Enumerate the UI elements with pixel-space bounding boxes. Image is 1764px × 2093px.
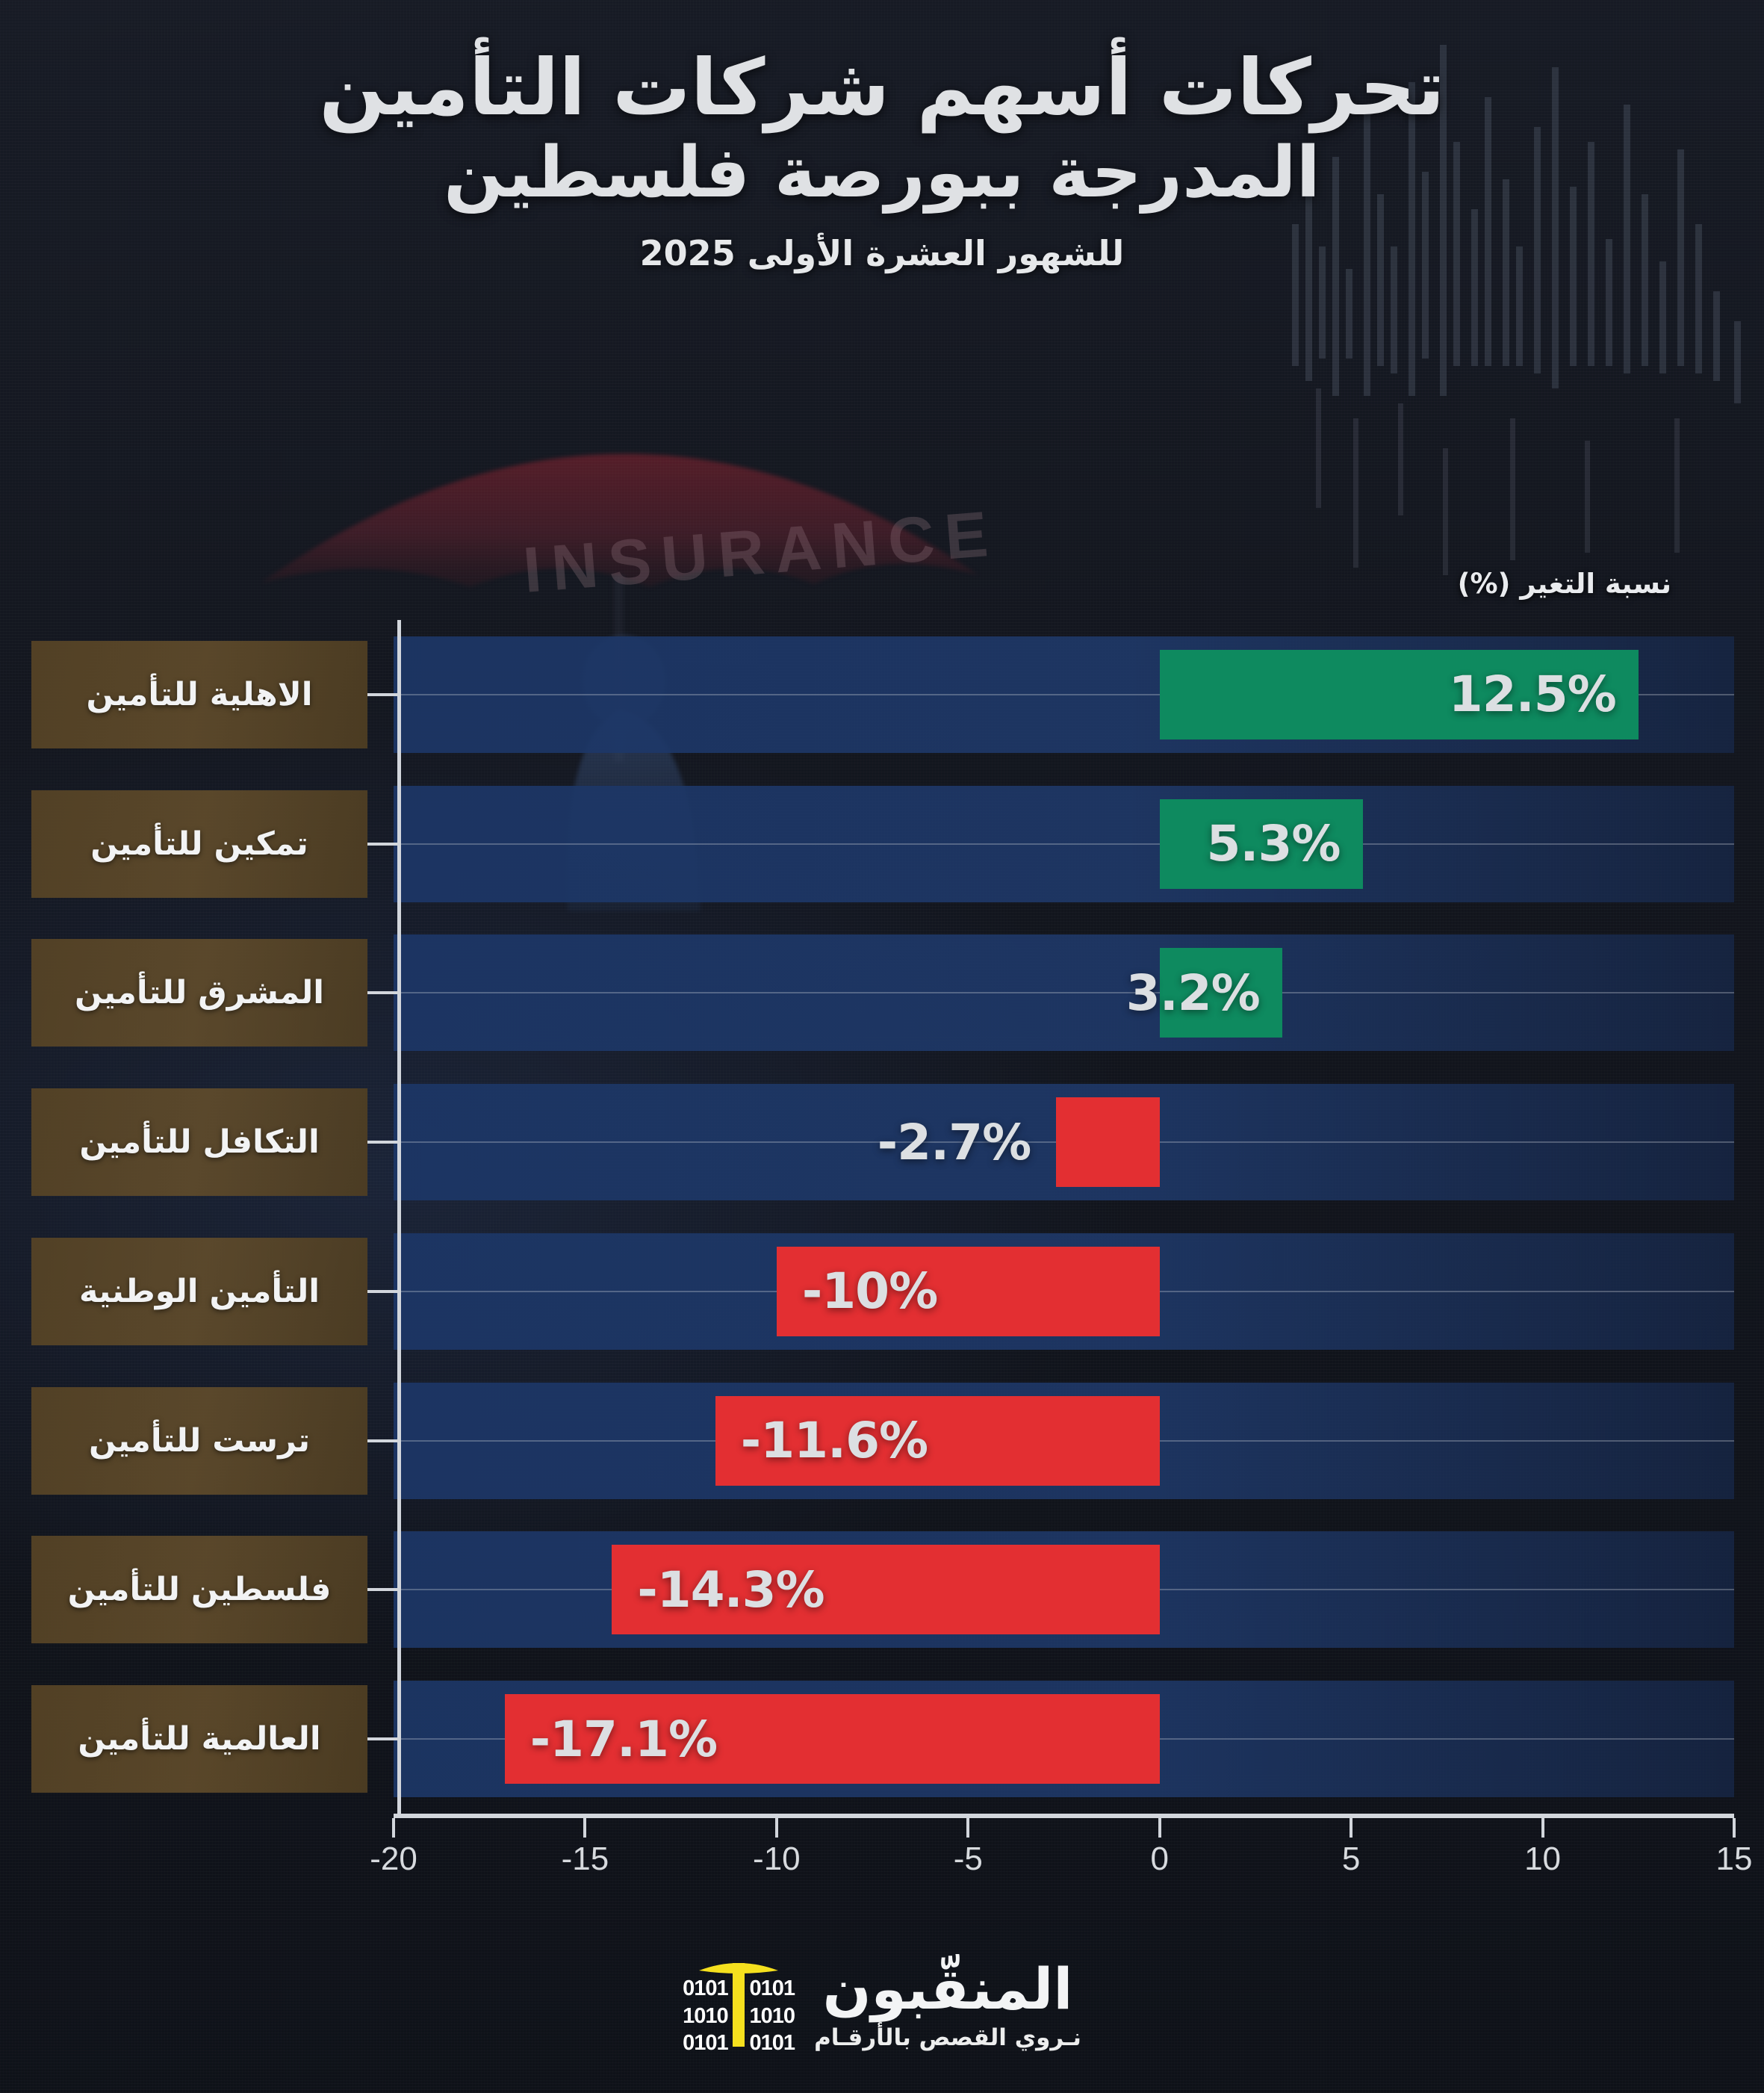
x-axis-tick-label: 15 — [1715, 1841, 1753, 1877]
gridline — [394, 843, 1734, 845]
x-axis-tick — [1158, 1818, 1161, 1838]
gridline — [394, 693, 1734, 695]
category-label: العالمية للتأمين — [31, 1685, 367, 1793]
x-axis-tick — [774, 1818, 778, 1838]
page-subtitle: للشهور العشرة الأولى 2025 — [639, 232, 1125, 273]
x-axis-tick — [1350, 1818, 1353, 1838]
axis-caption: نسبة التغير (%) — [1457, 568, 1671, 600]
x-axis-tick-label: -20 — [370, 1841, 417, 1877]
bar[interactable]: 3.2% — [1126, 948, 1282, 1038]
x-axis-tick-label: -5 — [953, 1841, 983, 1877]
category-label: فلسطين للتأمين — [31, 1536, 367, 1644]
x-axis-tick-label: 10 — [1524, 1841, 1562, 1877]
x-axis-tick-label: -10 — [753, 1841, 801, 1877]
bar[interactable]: 12.5% — [1159, 649, 1639, 739]
bar-value-label: -14.3% — [637, 1560, 824, 1619]
category-connector — [367, 1588, 399, 1592]
bar[interactable]: -17.1% — [504, 1694, 1160, 1785]
category-label: الاهلية للتأمين — [31, 640, 367, 748]
category-connector — [367, 1439, 399, 1442]
row-band — [394, 934, 1734, 1052]
pickaxe-icon: 0101 1010 0101 0101 1010 0101 — [683, 1957, 795, 2055]
category-label: المشرق للتأمين — [31, 939, 367, 1047]
plot-area: 12.5% 5.3% 3.2% -2.7% -10% -11.6% -14.3% -17.1% — [373, 620, 1734, 1814]
footer-logo: المنقّبون نـروي القصص بالأرقـام 0101 1010… — [0, 1955, 1764, 2055]
bar-value-label: -2.7% — [877, 1113, 1031, 1171]
category-label: تمكين للتأمين — [31, 790, 367, 898]
page-title-line-1: تحركات أسهم شركات التأمين — [319, 42, 1445, 133]
bar[interactable]: -10% — [776, 1246, 1160, 1336]
bar[interactable]: -11.6% — [715, 1395, 1160, 1486]
page-header: تحركات أسهم شركات التأمين المدرجة ببورصة… — [0, 43, 1764, 273]
bar-value-label: 12.5% — [1448, 666, 1617, 724]
category-connector — [367, 1141, 399, 1144]
x-axis-tick — [966, 1818, 970, 1838]
category-connector — [367, 991, 399, 995]
category-connector — [367, 1737, 399, 1741]
category-connector — [367, 692, 399, 696]
bar-value-label: 3.2% — [1125, 964, 1261, 1022]
x-axis-line — [394, 1814, 1734, 1818]
x-axis-tick — [392, 1818, 395, 1838]
bar-value-label: 5.3% — [1206, 815, 1341, 873]
bar[interactable]: 5.3% — [1159, 799, 1363, 889]
category-label: التأمين الوطنية — [31, 1237, 367, 1345]
logo-name: المنقّبون — [822, 1955, 1074, 2022]
y-axis-line — [397, 620, 401, 1814]
binary-digits-right: 0101 1010 0101 — [749, 1976, 796, 2056]
x-axis-tick-label: -15 — [561, 1841, 609, 1877]
bar-value-label: -10% — [801, 1262, 938, 1321]
logo-text-block: المنقّبون نـروي القصص بالأرقـام — [814, 1955, 1081, 2051]
gridline — [394, 992, 1734, 994]
bar[interactable]: -14.3% — [612, 1545, 1160, 1635]
page-title-line-2: المدرجة ببورصة فلسطين — [444, 131, 1321, 214]
x-axis-tick — [1541, 1818, 1544, 1838]
bar-value-label: -17.1% — [529, 1710, 718, 1768]
category-connector — [367, 1289, 399, 1293]
category-label: التكافل للتأمين — [31, 1088, 367, 1197]
category-connector — [367, 842, 399, 846]
category-label: ترست للتأمين — [31, 1386, 367, 1495]
x-axis-tick — [1733, 1818, 1736, 1838]
binary-digits-left: 0101 1010 0101 — [683, 1976, 729, 2056]
logo-tagline: نـروي القصص بالأرقـام — [814, 2024, 1081, 2051]
pickaxe-glyph — [699, 1963, 779, 2047]
x-axis-tick-label: 0 — [1150, 1841, 1169, 1877]
bar[interactable]: -2.7% — [878, 1097, 1160, 1188]
bar-value-label: -11.6% — [740, 1412, 928, 1470]
x-axis-tick-label: 5 — [1341, 1841, 1361, 1877]
x-axis-tick — [583, 1818, 587, 1838]
